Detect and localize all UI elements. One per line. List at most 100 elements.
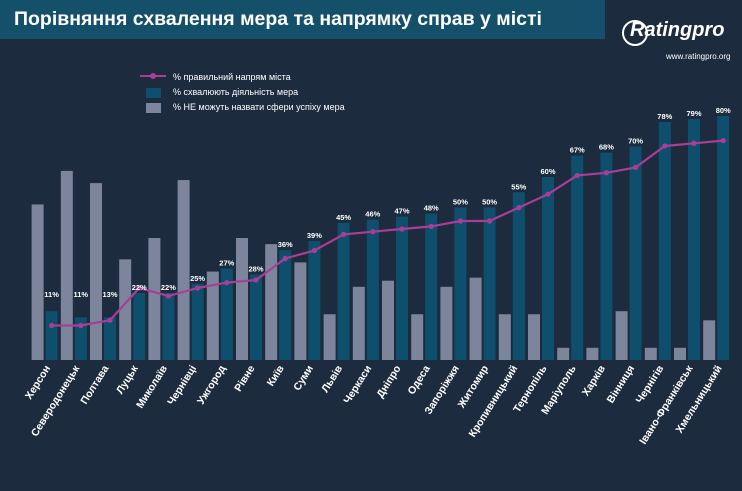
bar-approve-23 [688,119,700,360]
bar-approve-18 [542,177,554,360]
ratingpro-logo: Ratingpro www.ratingpro.org [622,19,737,66]
x-tick-label-7: Ужгород [195,363,229,407]
data-label-23: 79% [686,109,701,118]
legend: % правильний напрям міста % схвалюють дія… [140,72,345,113]
bar-approve-22 [658,122,671,360]
legend-label-2: % схвалюють діяльність мера [173,87,298,97]
bar-approve-19 [571,155,584,360]
line-point-19 [574,172,580,179]
bar-cannot-name-6 [177,180,190,360]
bar-cannot-name-15 [440,286,453,360]
bar-cannot-name-24 [703,320,716,360]
data-label-14: 48% [424,204,439,213]
bar-approve-21 [629,146,642,360]
line-point-12 [370,229,376,235]
bar-cannot-name-14 [411,314,424,360]
line-point-8 [253,277,259,283]
line-point-21 [633,164,639,170]
x-tick-label-1: Херсон [23,363,53,401]
bar-approve-6 [191,283,204,360]
bar-cannot-name-16 [469,277,482,360]
line-point-17 [516,205,522,211]
logo-circle-icon [622,20,648,46]
bar-approve-7 [220,268,233,360]
bar-approve-15 [454,207,467,360]
bar-cannot-name-17 [498,314,511,360]
data-label-3: 13% [102,290,117,299]
data-label-17: 55% [511,182,526,191]
bar-approve-4 [133,292,146,360]
line-point-23 [691,140,697,146]
bar-approve-17 [512,192,525,360]
legend-approve-swatch [146,88,161,98]
line-point-9 [282,255,288,262]
line-series [49,138,726,329]
data-label-7: 27% [219,259,234,268]
line-point-13 [399,226,405,232]
bar-cannot-name-21 [615,311,628,360]
bar-approve-8 [250,274,262,360]
x-tick-label-21: Вінниця [605,363,638,405]
bar-approve-2 [74,317,87,360]
data-label-21: 70% [628,137,643,146]
line-point-3 [107,317,113,323]
legend-cannot-name-swatch [146,103,161,113]
data-label-2: 11% [73,290,88,299]
line-point-14 [428,223,434,229]
x-tick-label-11: Львів [319,363,345,395]
bar-cannot-name-9 [265,244,278,360]
data-label-19: 67% [570,146,585,155]
bar-approve-11 [337,222,350,360]
data-label-13: 47% [394,207,409,216]
bar-approve-10 [308,241,321,360]
logo-url: www.ratingpro.org [666,52,731,61]
line-point-22 [662,143,668,149]
data-label-20: 68% [599,143,614,152]
bar-approve-1 [45,311,58,360]
line-point-24 [720,138,726,144]
bar-cannot-name-7 [206,271,219,360]
bar-cannot-name-1 [31,204,44,360]
bar-approve-5 [162,292,175,360]
x-tick-label-12: Черкаси [341,363,374,406]
legend-label-3: % НЕ можуть назвати сфери успіху мера [173,102,345,112]
line-point-18 [545,191,551,197]
x-tick-label-20: Харків [580,363,608,399]
data-label-18: 60% [540,167,555,176]
bar-cannot-name-19 [557,347,570,360]
data-label-15: 50% [453,198,468,207]
x-tick-label-8: Рівне [232,363,257,394]
x-tick-label-13: Дніпро [374,363,403,400]
data-label-22: 78% [657,112,672,121]
data-label-9: 36% [278,240,293,249]
data-labels: 11% 11% 13% 22% 22% 25% 27% 28% 36% 39% 45% 46% 47% 4… [44,106,731,299]
bar-approve-14 [425,213,438,360]
bar-approve-12 [366,219,379,360]
bar-approve-24 [717,116,730,360]
chart-title: Порівняння схвалення мера та напрямку сп… [14,8,542,30]
line-point-15 [457,218,463,224]
bar-cannot-name-12 [352,286,365,360]
bar-approve-3 [104,317,116,360]
data-label-6: 25% [190,274,205,283]
data-label-16: 50% [482,198,497,207]
bar-approve-13 [396,216,408,360]
bar-cannot-name-23 [674,347,686,360]
bar-cannot-name-5 [148,238,161,360]
x-tick-label-14: Одеса [406,363,433,397]
legend-label-1: % правильний напрям міста [173,72,291,82]
line-point-4 [136,285,142,291]
line-point-7 [224,280,230,286]
data-label-4: 22% [132,283,147,292]
line-point-10 [311,247,317,254]
logo-text: Ratingpro [630,19,725,41]
x-tick-label-4: Луцьк [114,363,141,397]
bar-cannot-name-11 [323,314,336,360]
bar-cannot-name-4 [119,259,132,360]
bar-cannot-name-3 [90,183,102,360]
bar-cannot-name-18 [528,314,540,360]
data-label-11: 45% [336,213,351,222]
data-label-12: 46% [365,210,380,219]
line-point-20 [603,170,610,176]
